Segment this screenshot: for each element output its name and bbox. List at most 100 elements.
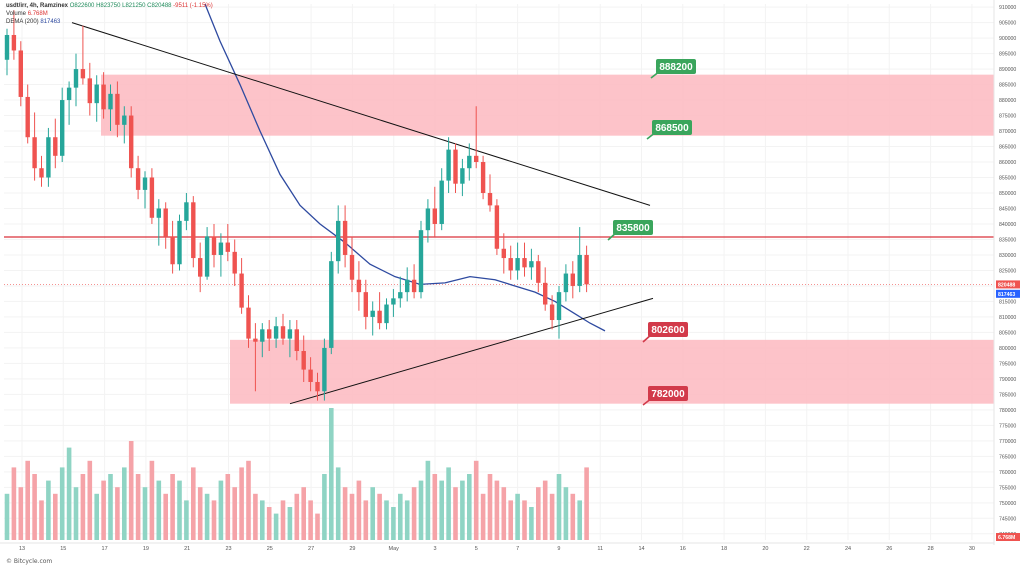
y-tick-label: 795000 [999, 361, 1016, 367]
x-tick-label: 30 [969, 546, 975, 552]
candle-body [204, 236, 210, 277]
candle-body [398, 292, 403, 299]
volume-bar [584, 467, 589, 540]
dema-value: 817463 [40, 19, 61, 25]
x-tick-label: 24 [845, 546, 851, 552]
y-tick-label: 910000 [999, 5, 1016, 11]
descending-trendline [71, 22, 651, 206]
volume-bar [563, 487, 569, 540]
candle-body [18, 50, 23, 97]
y-tick-label: 750000 [999, 501, 1016, 507]
volume-bar [404, 500, 410, 540]
candle-body [170, 236, 175, 265]
volume-bar [32, 474, 37, 540]
y-tick-label: 900000 [999, 36, 1016, 42]
candle-body [370, 310, 375, 317]
y-tick-label: 895000 [999, 52, 1016, 58]
y-tick-label: 865000 [999, 145, 1016, 151]
y-tick-label: 770000 [999, 439, 1016, 445]
y-tick-label: 760000 [999, 470, 1016, 476]
x-tick-label: 11 [597, 546, 603, 552]
candle-body [149, 177, 155, 218]
label-888200-text: 888200 [659, 62, 693, 73]
volume-bar [177, 480, 182, 540]
x-tick-label: 21 [184, 546, 190, 552]
volume-bar [370, 487, 375, 540]
volume-bar [480, 493, 486, 540]
x-tick-label: 14 [638, 546, 644, 552]
candle-body [480, 162, 486, 193]
candle-body [273, 326, 279, 339]
candle-body [267, 329, 272, 339]
volume-bar [446, 467, 451, 540]
candle-body [211, 236, 217, 255]
candle-body [80, 69, 86, 79]
volume-bar [287, 507, 293, 540]
candle-body [87, 78, 92, 104]
volume-bar [191, 467, 196, 540]
volume-bar [384, 500, 389, 540]
candle-body [453, 149, 458, 184]
candle-body [129, 115, 134, 169]
candle-body [184, 202, 189, 221]
volume-bar [363, 500, 369, 540]
candle-body [494, 205, 500, 249]
y-tick-label: 755000 [999, 485, 1016, 491]
candle-body [329, 261, 334, 348]
candle-body [467, 155, 472, 169]
candle-body [101, 84, 106, 110]
volume-bar [329, 408, 334, 540]
volume-tag-bg [996, 533, 1020, 541]
candle-body [425, 208, 431, 231]
x-tick-label: 20 [762, 546, 768, 552]
volume-bar [170, 474, 175, 540]
y-tick-label: 830000 [999, 253, 1016, 259]
volume-indicator-legend: Volume 6.768M [6, 11, 48, 17]
x-tick-label: 15 [60, 546, 66, 552]
volume-bar [142, 487, 148, 540]
y-tick-label: 815000 [999, 299, 1016, 305]
candle-body [391, 298, 396, 305]
candle-body [377, 310, 382, 324]
label-888200-box [656, 59, 696, 74]
x-tick-label: 23 [225, 546, 231, 552]
volume-bar [94, 493, 99, 540]
candle-body [253, 338, 258, 342]
y-tick-label: 845000 [999, 206, 1016, 212]
volume-bar [335, 467, 341, 540]
dema-price-tag-text: 817463 [998, 292, 1015, 298]
volume-bar [66, 447, 72, 540]
candle-body [570, 273, 575, 286]
candle-body [122, 115, 127, 125]
volume-bar [418, 480, 424, 540]
volume-tag-text: 6.768M [998, 535, 1015, 541]
candle-body [563, 273, 569, 293]
candle-body [287, 329, 293, 339]
candle-body [32, 137, 37, 169]
volume-bar [522, 500, 527, 540]
volume-bar [232, 487, 237, 540]
volume-bar [149, 460, 155, 540]
volume-bar [115, 487, 120, 540]
y-tick-label: 880000 [999, 98, 1016, 104]
x-tick-label: May [389, 546, 400, 552]
last-price-tag-text: 820488 [998, 282, 1015, 288]
volume-bar [570, 493, 576, 540]
volume-bar [80, 474, 86, 540]
dema-label: DEMA (200) [6, 19, 39, 25]
x-tick-label: 5 [475, 546, 478, 552]
candle-body [53, 137, 58, 156]
x-tick-label: 28 [928, 546, 934, 552]
candle-body [280, 326, 286, 339]
volume-bar [266, 507, 272, 540]
volume-bar [87, 460, 93, 540]
candle-body [418, 230, 424, 293]
y-tick-label: 885000 [999, 83, 1016, 89]
change-value: -9511 (-1.15%) [173, 3, 213, 9]
candle-body [439, 180, 444, 224]
y-tick-label: 745000 [999, 516, 1016, 522]
volume-bar [11, 467, 17, 540]
volume-bar [4, 493, 10, 540]
symbol-label: usdt/irr, 4h, Ramzinex [6, 3, 69, 9]
volume-bar [163, 493, 168, 540]
